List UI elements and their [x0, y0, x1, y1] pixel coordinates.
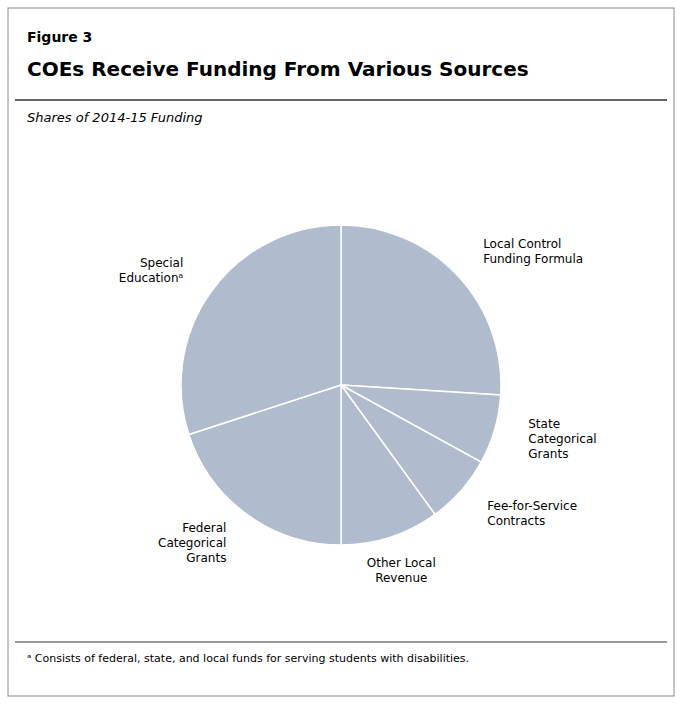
slice-label-line: Fee-for-Service	[487, 499, 577, 513]
subtitle: Shares of 2014-15 Funding	[27, 110, 203, 125]
slice-label: Other LocalRevenue	[367, 556, 436, 585]
slice	[341, 385, 435, 545]
slice-label-line: Local Control	[483, 237, 561, 251]
slice-label: FederalCategoricalGrants	[158, 521, 226, 565]
slice-label-line: Educationᵃ	[119, 271, 183, 285]
chart: Figure 3 COEs Receive Funding From Variou…	[0, 0, 682, 704]
slice-label: SpecialEducationᵃ	[119, 256, 183, 285]
labels: Local ControlFunding FormulaStateCategor…	[119, 237, 597, 585]
slice-label-line: Categorical	[158, 536, 226, 550]
slice-label-line: Special	[140, 256, 183, 270]
slice-label-line: Grants	[528, 447, 568, 461]
slice-label: Fee-for-ServiceContracts	[487, 499, 577, 528]
separator	[15, 99, 667, 101]
slice-label: Local ControlFunding Formula	[483, 237, 583, 266]
pie	[181, 225, 501, 545]
slice-label-line: Federal	[182, 521, 226, 535]
slice	[341, 225, 501, 395]
figure-label: Figure 3	[27, 29, 92, 45]
slice-label-line: Contracts	[487, 514, 545, 528]
footnote: ᵃ Consists of federal, state, and local …	[27, 652, 469, 665]
separator	[15, 642, 667, 643]
border	[8, 8, 674, 696]
slice-label: StateCategoricalGrants	[528, 417, 596, 461]
slice-label-line: Revenue	[375, 571, 427, 585]
title: COEs Receive Funding From Various Source…	[27, 57, 529, 81]
slice-label-line: Grants	[186, 551, 226, 565]
slice-label-line: Funding Formula	[483, 252, 583, 266]
slice	[181, 225, 341, 434]
slice-label-line: State	[528, 417, 560, 431]
slice-label-line: Categorical	[528, 432, 596, 446]
slice-label-line: Other Local	[367, 556, 436, 570]
